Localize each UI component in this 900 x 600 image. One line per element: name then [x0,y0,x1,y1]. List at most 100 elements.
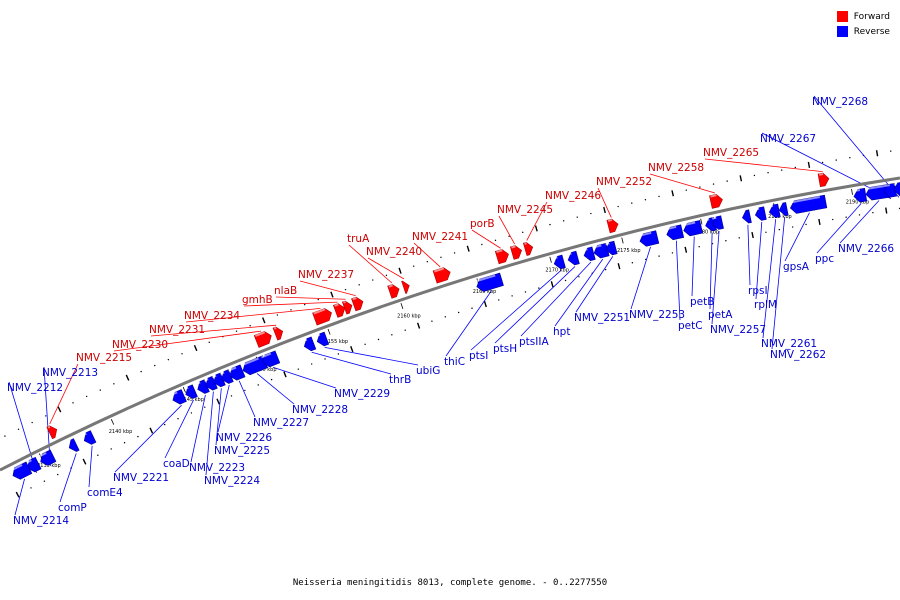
gene-gpsa[interactable] [789,194,828,214]
scale-dot [270,378,273,381]
leader-line [113,330,262,352]
gene-label: rpsI [748,285,768,297]
gene-label: ppc [815,253,834,265]
gene-arrow [341,300,353,315]
gene-gmhb[interactable] [333,302,347,318]
gene-nmv-2215[interactable] [46,424,60,440]
gene-nmv-2225[interactable] [211,372,226,389]
scale-dash [818,218,821,226]
gene-nmv-2246[interactable] [522,241,534,256]
gene-nmv-2261[interactable] [768,203,781,219]
gene-arrow-highlight [607,218,613,222]
scale-dot [604,268,607,271]
gene-label: truA [347,233,370,245]
gene-nmv-2251[interactable] [604,240,618,256]
gene-porb[interactable] [494,248,510,265]
gene-nmv-2268[interactable] [893,182,900,197]
gene-rplm[interactable] [754,206,767,222]
scale-dot [685,189,687,191]
gene-arrow-highlight [475,274,496,283]
gene-nmv-2214[interactable] [10,461,33,482]
gene-nmv-2213[interactable] [38,449,57,468]
gene-ubig[interactable] [315,331,330,348]
gene-arrow-highlight [605,242,610,246]
gene-arrow [712,215,724,230]
leader-line [630,246,651,310]
gene-nmv-2231[interactable] [272,325,285,341]
gene-nlab[interactable] [341,299,354,315]
scale-dash [15,491,20,498]
gene-nmv-2229[interactable] [260,350,281,369]
scale-dash [193,345,198,352]
gene-nmv-2267[interactable] [883,183,897,198]
gene-petc[interactable] [665,224,685,241]
gene-thic[interactable] [475,272,504,293]
scale-dash [466,245,470,252]
gene-nmv-2245[interactable] [509,244,523,260]
gene-nmv-2237[interactable] [351,295,365,312]
gene-nmv-2223[interactable] [195,379,210,396]
gene-arrow [205,375,218,391]
scale-dot [97,454,99,456]
scale-dash [416,322,421,329]
scale-dot [453,252,456,254]
gene-petb[interactable] [682,220,703,237]
scale-dot [230,395,233,397]
gene-coad[interactable] [183,384,198,401]
gene-ptsi[interactable] [552,254,566,270]
gene-arrow-highlight [67,440,70,444]
gene-hpt[interactable] [592,242,610,259]
gene-arrow [197,379,210,394]
gene-thrb[interactable] [302,336,317,353]
gene-trua[interactable] [387,283,402,299]
gene-arrow-highlight [790,195,820,204]
gene-label: NMV_2212 [7,382,63,394]
gene-nmv-2226[interactable] [219,369,234,386]
gene-label: NMV_2265 [703,147,759,159]
gene-comp[interactable] [66,438,80,454]
scale-dash [149,427,154,434]
leader-line [816,203,862,254]
scale-dot [45,415,47,417]
leader-line [520,261,592,337]
gene-nmv-2265[interactable] [817,172,830,188]
gene-nmv-2252[interactable] [606,218,620,234]
gene-nmv-2234[interactable] [312,307,333,326]
gene-nmv-2258[interactable] [709,193,723,209]
gene-rpsi[interactable] [741,209,752,224]
reverse-label: Reverse [853,26,890,37]
inner-scale-dots [15,207,900,498]
gene-ptsh[interactable] [566,250,580,266]
gene-nmv-2241[interactable] [432,266,452,284]
gene-arrow-highlight [38,452,47,458]
gene-nmv-2221[interactable] [170,389,187,406]
scale-dot [481,243,483,246]
gene-nmv-2224[interactable] [203,375,218,392]
scale-dot [137,435,139,438]
gene-ppc[interactable] [853,187,868,203]
gene-arrow [817,172,830,188]
scale-dot [358,284,360,286]
gene-arrow-highlight [25,459,32,464]
gene-nmv-2227[interactable] [227,364,246,382]
gene-come4[interactable] [81,430,97,447]
gene-nmv-2230[interactable] [253,330,274,348]
gene-nmv-2262[interactable] [778,202,789,216]
gene-arrow-highlight [683,221,696,227]
scale-dot [524,291,527,293]
gene-nmv-2228[interactable] [241,355,268,377]
gene-nmv-2257[interactable] [711,215,724,231]
gene-nmv-2240[interactable] [401,279,412,294]
gene-nmv-2212[interactable] [25,456,42,474]
gene-arrow [790,194,828,214]
gene-arrow-highlight [212,374,217,379]
leader-line [311,351,392,375]
gene-ptsiia[interactable] [582,246,596,262]
gene-label: NMV_2258 [648,162,704,174]
scale-dot [699,186,701,188]
scale-dash [483,301,487,308]
gene-nmv-2253[interactable] [638,230,660,248]
leader-line [597,187,612,218]
scale-dot [204,406,206,408]
leader-line [164,399,194,459]
